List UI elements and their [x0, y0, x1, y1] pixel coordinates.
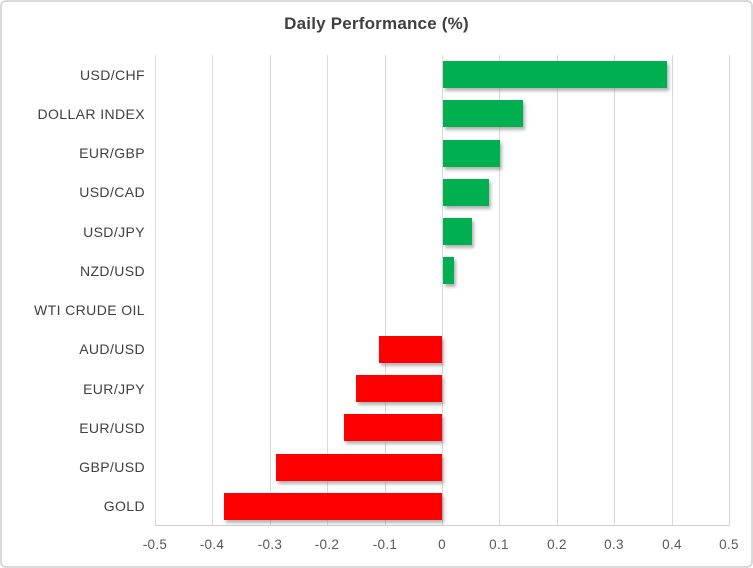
bar-eur-gbp — [443, 140, 500, 167]
gridline — [212, 55, 213, 526]
bar-usd-jpy — [443, 218, 472, 245]
gridline — [729, 55, 730, 526]
gridline — [385, 55, 386, 526]
x-tick-label: -0.2 — [314, 537, 340, 552]
x-axis-line — [155, 525, 729, 526]
gridline — [499, 55, 500, 526]
category-label-gold: GOLD — [103, 498, 145, 514]
x-tick-label: 0.5 — [719, 537, 739, 552]
category-label-aud-usd: AUD/USD — [79, 341, 145, 357]
x-tick-label: 0.1 — [489, 537, 509, 552]
bar-gold — [224, 493, 442, 520]
bar-gbp-usd — [276, 454, 442, 481]
bar-aud-usd — [379, 336, 442, 363]
x-tick-label: 0.3 — [604, 537, 624, 552]
category-label-gbp-usd: GBP/USD — [79, 459, 145, 475]
x-tick-label: -0.5 — [142, 537, 168, 552]
x-tick-label: -0.3 — [257, 537, 283, 552]
gridline — [442, 55, 443, 526]
x-tick-label: -0.1 — [372, 537, 398, 552]
category-label-usd-jpy: USD/JPY — [83, 224, 145, 240]
x-tick-label: 0.4 — [662, 537, 682, 552]
category-label-eur-jpy: EUR/JPY — [83, 381, 145, 397]
gridline — [327, 55, 328, 526]
category-label-dollar-index: DOLLAR INDEX — [37, 106, 145, 122]
bar-usd-chf — [443, 61, 667, 88]
x-tick-label: -0.4 — [199, 537, 225, 552]
category-label-usd-chf: USD/CHF — [79, 67, 145, 83]
bar-eur-usd — [344, 414, 442, 441]
bar-usd-cad — [443, 179, 489, 206]
category-label-eur-gbp: EUR/GBP — [79, 145, 145, 161]
bar-nzd-usd — [443, 257, 454, 284]
gridline — [155, 55, 156, 526]
gridline — [557, 55, 558, 526]
x-tick-label: 0.2 — [547, 537, 567, 552]
plot-area — [155, 55, 730, 526]
category-label-usd-cad: USD/CAD — [79, 184, 145, 200]
category-label-nzd-usd: NZD/USD — [79, 263, 145, 279]
bar-dollar-index — [443, 100, 523, 127]
gridline — [672, 55, 673, 526]
chart-title: Daily Performance (%) — [284, 14, 469, 33]
gridline — [614, 55, 615, 526]
bar-eur-jpy — [356, 375, 442, 402]
x-tick-label: 0 — [438, 537, 446, 552]
category-label-eur-usd: EUR/USD — [79, 420, 145, 436]
category-label-wti-crude-oil: WTI CRUDE OIL — [34, 302, 145, 318]
gridline — [270, 55, 271, 526]
